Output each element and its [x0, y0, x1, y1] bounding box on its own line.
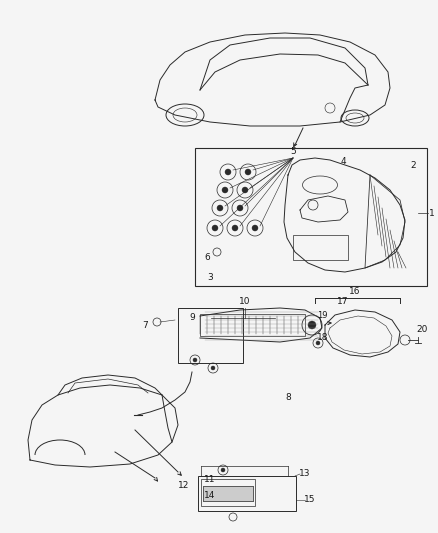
Text: 16: 16	[349, 287, 361, 296]
Circle shape	[225, 169, 231, 175]
Text: 3: 3	[207, 273, 213, 282]
Bar	[203, 486, 253, 501]
Circle shape	[212, 225, 218, 231]
Bar	[201, 479, 255, 506]
Text: 8: 8	[285, 393, 291, 402]
Circle shape	[217, 205, 223, 211]
Bar	[200, 314, 305, 336]
Text: 4: 4	[340, 157, 346, 166]
Text: 10: 10	[239, 297, 251, 306]
Text: 20: 20	[416, 326, 427, 335]
Circle shape	[211, 366, 215, 370]
Text: 14: 14	[204, 491, 215, 500]
Circle shape	[221, 468, 225, 472]
Circle shape	[252, 225, 258, 231]
Text: 12: 12	[178, 481, 190, 489]
Bar	[198, 476, 296, 511]
Circle shape	[193, 358, 197, 362]
Text: 18: 18	[317, 334, 329, 343]
Bar	[293, 235, 348, 260]
Text: 11: 11	[204, 475, 216, 484]
Text: 5: 5	[290, 148, 296, 157]
Circle shape	[237, 205, 243, 211]
Text: 19: 19	[317, 311, 327, 319]
Text: 17: 17	[337, 297, 349, 306]
Text: 1: 1	[429, 208, 435, 217]
Text: 7: 7	[142, 320, 148, 329]
Bar	[178, 308, 243, 363]
Circle shape	[222, 187, 228, 193]
Circle shape	[245, 169, 251, 175]
Circle shape	[308, 321, 316, 329]
Text: 15: 15	[304, 496, 316, 505]
Bar	[195, 148, 427, 286]
Text: 9: 9	[189, 313, 195, 322]
Text: 2: 2	[410, 160, 416, 169]
Text: 6: 6	[204, 254, 210, 262]
Text: 13: 13	[299, 470, 311, 479]
Circle shape	[242, 187, 248, 193]
Bar	[203, 486, 253, 501]
Circle shape	[316, 341, 320, 345]
Circle shape	[232, 225, 238, 231]
